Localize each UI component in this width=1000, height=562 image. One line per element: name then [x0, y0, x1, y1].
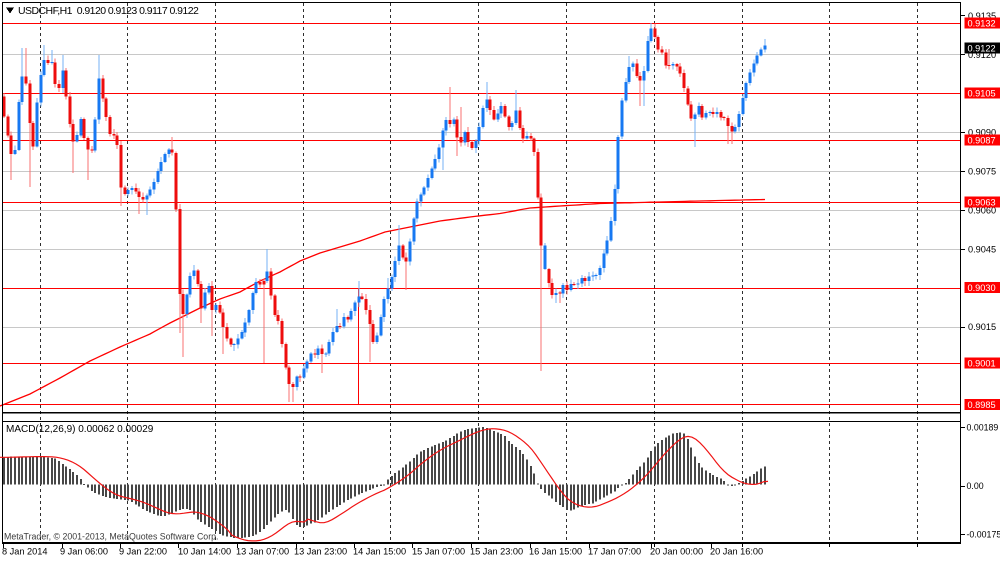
svg-text:MetaTrader, © 2001-2013, MetaQ: MetaTrader, © 2001-2013, MetaQuotes Soft… — [4, 532, 218, 542]
svg-text:0.9090: 0.9090 — [968, 128, 996, 138]
svg-text:0.9015: 0.9015 — [968, 322, 996, 332]
svg-text:0.9045: 0.9045 — [968, 244, 996, 254]
svg-text:0.9001: 0.9001 — [968, 358, 996, 368]
svg-text:8 Jan 2014: 8 Jan 2014 — [2, 547, 47, 557]
svg-text:15 Jan 23:00: 15 Jan 23:00 — [470, 547, 523, 557]
svg-text:0.9105: 0.9105 — [968, 89, 996, 99]
svg-text:15 Jan 07:00: 15 Jan 07:00 — [412, 547, 465, 557]
svg-text:MACD(12,26,9) 0.00062 0.00029: MACD(12,26,9) 0.00062 0.00029 — [6, 424, 154, 435]
svg-text:10 Jan 14:00: 10 Jan 14:00 — [178, 547, 231, 557]
svg-text:-0.00175: -0.00175 — [967, 529, 1000, 539]
svg-text:0.9063: 0.9063 — [968, 198, 996, 208]
svg-text:0.9060: 0.9060 — [968, 205, 996, 215]
svg-text:13 Jan 07:00: 13 Jan 07:00 — [236, 547, 289, 557]
svg-text:0.00189: 0.00189 — [967, 422, 999, 432]
svg-text:17 Jan 07:00: 17 Jan 07:00 — [588, 547, 641, 557]
svg-text:0.9122: 0.9122 — [968, 44, 996, 54]
svg-text:9 Jan 06:00: 9 Jan 06:00 — [60, 547, 108, 557]
svg-text:0.9075: 0.9075 — [968, 167, 996, 177]
svg-text:0.9120: 0.9120 — [968, 50, 996, 60]
svg-text:0.9087: 0.9087 — [968, 135, 996, 145]
svg-text:0.00: 0.00 — [967, 481, 984, 491]
svg-text:0.8985: 0.8985 — [968, 400, 996, 410]
svg-text:0.9030: 0.9030 — [968, 283, 996, 293]
svg-text:9 Jan 22:00: 9 Jan 22:00 — [119, 547, 167, 557]
svg-text:USDCHF,H1 0.9120 0.9123 0.911: USDCHF,H1 0.9120 0.9123 0.9117 0.9122 — [18, 5, 199, 17]
svg-text:20 Jan 00:00: 20 Jan 00:00 — [650, 547, 703, 557]
svg-text:0.9132: 0.9132 — [968, 19, 996, 29]
svg-text:13 Jan 23:00: 13 Jan 23:00 — [294, 547, 347, 557]
svg-text:0.9135: 0.9135 — [968, 11, 996, 21]
svg-text:14 Jan 15:00: 14 Jan 15:00 — [353, 547, 406, 557]
svg-text:16 Jan 15:00: 16 Jan 15:00 — [529, 547, 582, 557]
svg-text:20 Jan 16:00: 20 Jan 16:00 — [710, 547, 763, 557]
